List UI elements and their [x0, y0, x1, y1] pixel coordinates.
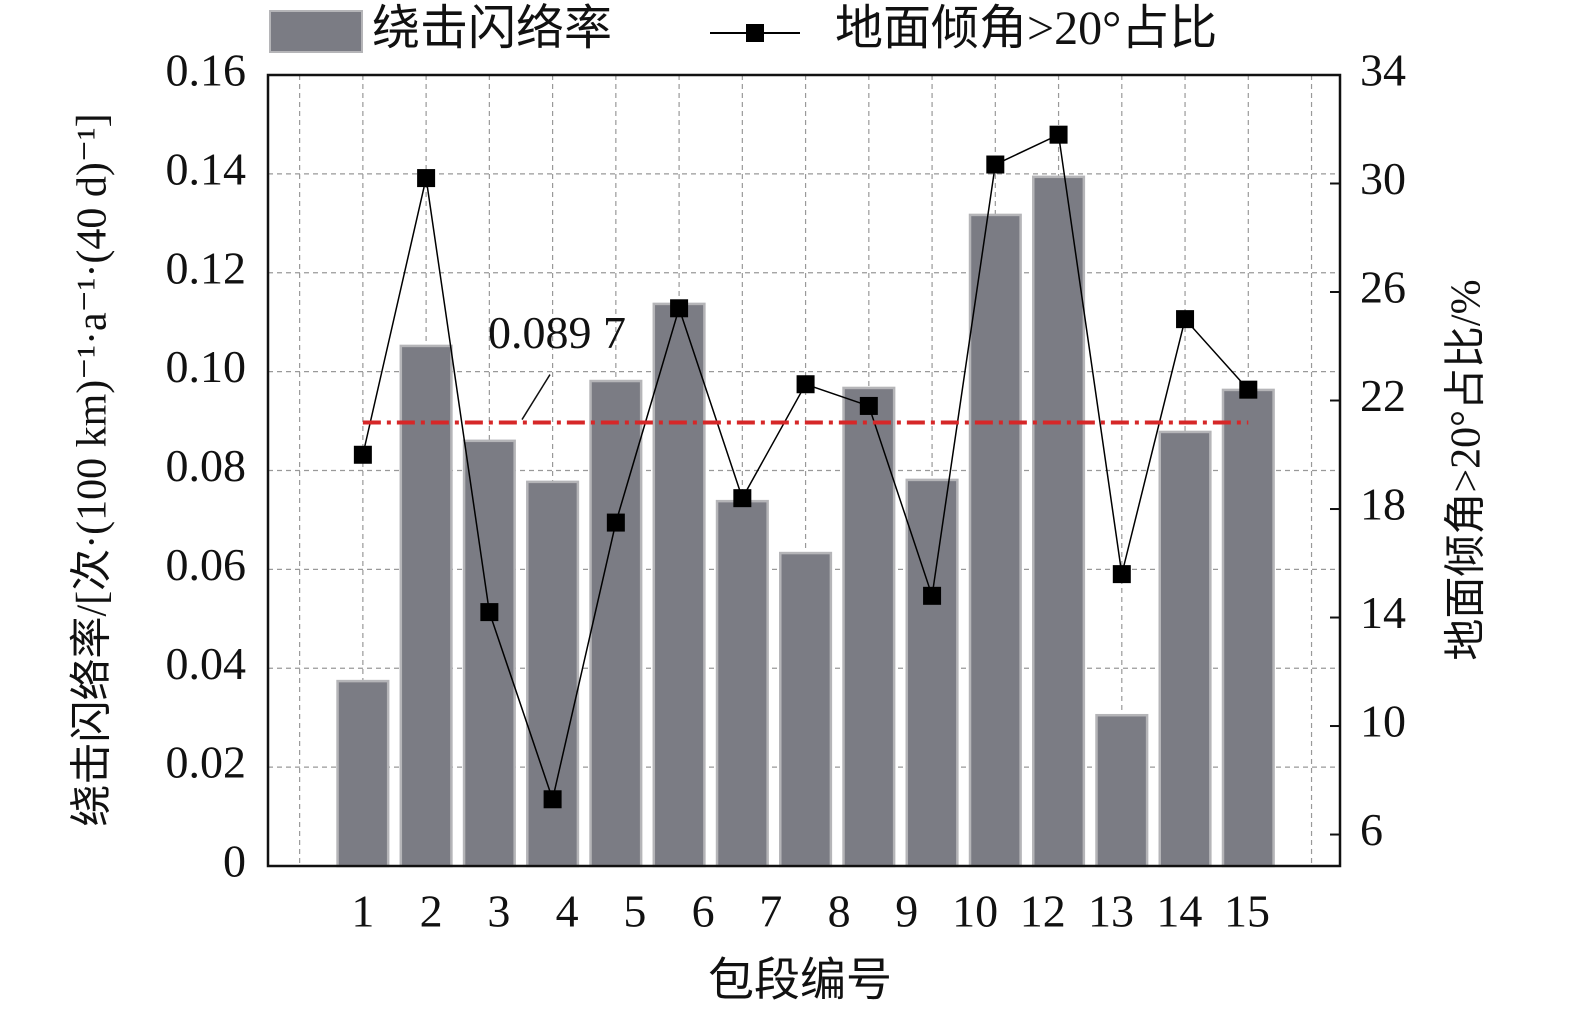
marker — [417, 169, 436, 188]
x-axis-label: 包段编号 — [708, 955, 892, 1006]
bar — [842, 386, 896, 868]
y2-tick-label: 6 — [1360, 804, 1383, 855]
marker — [733, 489, 752, 508]
y-tick-label: 0.02 — [166, 737, 247, 788]
x-tick-label: 12 — [1020, 886, 1066, 937]
y-tick-label: 0.10 — [166, 341, 247, 392]
y2-tick-label: 22 — [1360, 370, 1406, 421]
y2-tick-label: 34 — [1360, 45, 1406, 96]
bar — [715, 499, 769, 868]
y-tick-label: 0.12 — [166, 242, 247, 293]
bar — [462, 439, 516, 868]
x-tick-label: 10 — [952, 886, 998, 937]
marker — [543, 790, 562, 809]
y2-tick-label: 18 — [1360, 479, 1406, 530]
y2-tick-label: 14 — [1360, 587, 1406, 638]
bar — [1032, 175, 1086, 868]
marker — [859, 396, 878, 415]
y-tick-label: 0.08 — [166, 440, 247, 491]
legend-label: 绕击闪络率 — [372, 2, 612, 55]
y2-tick-label: 30 — [1360, 153, 1406, 204]
legend-swatch — [746, 24, 764, 42]
x-tick-label: 4 — [556, 886, 579, 937]
y-tick-label: 0 — [223, 836, 246, 887]
annotation: 0.089 7 — [488, 307, 626, 358]
bar — [589, 379, 643, 868]
bar — [652, 302, 706, 868]
legend-swatch — [269, 10, 363, 53]
x-tick-label: 6 — [692, 886, 715, 937]
marker — [480, 603, 499, 622]
legend-label: 地面倾角>20°占比 — [835, 2, 1217, 55]
x-tick-label: 8 — [828, 886, 851, 937]
marker — [670, 299, 689, 318]
x-tick-label: 2 — [420, 886, 443, 937]
bar — [1158, 430, 1212, 868]
bar — [1221, 388, 1275, 868]
marker — [986, 155, 1005, 174]
y2-tick-label: 26 — [1360, 262, 1406, 313]
marker — [353, 445, 372, 464]
annotation-leader — [521, 374, 551, 420]
y-tick-label: 0.06 — [166, 539, 247, 590]
y-tick-label: 0.14 — [166, 143, 247, 194]
bar — [399, 344, 453, 868]
bar — [905, 478, 959, 868]
marker — [1112, 565, 1131, 584]
x-tick-label: 7 — [759, 886, 782, 937]
x-tick-label: 13 — [1088, 886, 1134, 937]
y2-tick-label: 10 — [1360, 696, 1406, 747]
marker — [1049, 125, 1068, 144]
x-tick-label: 3 — [487, 886, 510, 937]
y-tick-label: 0.04 — [166, 638, 247, 689]
bar — [1095, 713, 1149, 868]
bar — [968, 213, 1022, 868]
x-tick-label: 14 — [1156, 886, 1202, 937]
bar — [336, 679, 390, 868]
marker — [1239, 380, 1258, 399]
x-tick-label: 5 — [623, 886, 646, 937]
marker — [796, 375, 815, 394]
marker — [606, 513, 625, 532]
x-tick-label: 1 — [351, 886, 374, 937]
x-tick-label: 9 — [895, 886, 918, 937]
marker — [923, 586, 942, 605]
y2-axis-label: 地面倾角>20°占比/% — [1444, 279, 1490, 660]
marker — [1176, 310, 1195, 329]
bar — [779, 551, 833, 868]
x-tick-label: 15 — [1224, 886, 1270, 937]
y-tick-label: 0.16 — [166, 45, 247, 96]
bar — [526, 480, 580, 868]
plot-frame — [266, 73, 1342, 868]
y-axis-label: 绕击闪络率/[次·(100 km)⁻¹·a⁻¹·(40 d)⁻¹] — [69, 113, 116, 826]
